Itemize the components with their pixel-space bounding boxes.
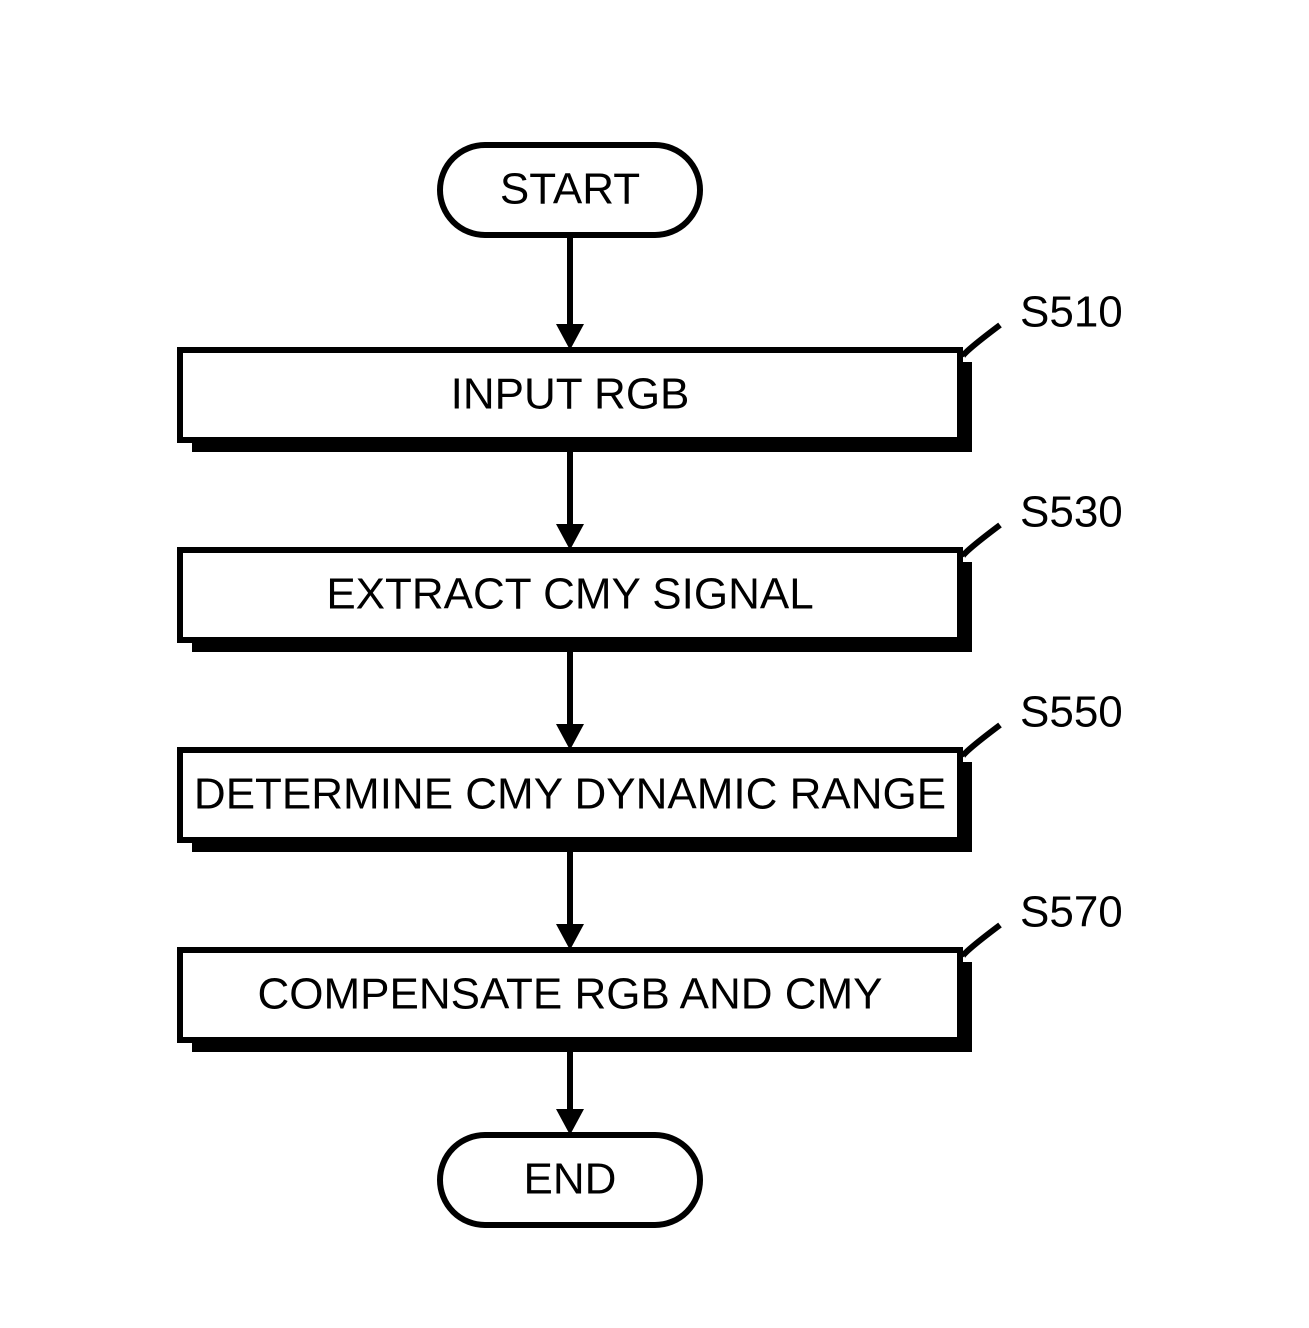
step-label-leader: [962, 325, 1000, 358]
step-label-leader: [962, 525, 1000, 558]
step-label: S530: [1020, 488, 1123, 537]
flow-arrow-head-icon: [556, 724, 584, 750]
terminator-end-label: END: [524, 1155, 617, 1204]
flow-arrow-head-icon: [556, 524, 584, 550]
flow-arrow-head-icon: [556, 324, 584, 350]
process-box-text: DETERMINE CMY DYNAMIC RANGE: [194, 770, 946, 819]
flow-arrow-head-icon: [556, 1109, 584, 1135]
process-box-text: COMPENSATE RGB AND CMY: [257, 970, 882, 1019]
step-label: S550: [1020, 688, 1123, 737]
step-label: S510: [1020, 288, 1123, 337]
terminator-start-label: START: [500, 165, 640, 214]
process-box-text: EXTRACT CMY SIGNAL: [326, 570, 813, 619]
step-label-leader: [962, 925, 1000, 958]
step-label: S570: [1020, 888, 1123, 937]
flowchart-diagram: START INPUT RGB S510 EXTRACT CMY SIGNAL S530…: [0, 0, 1309, 1328]
step-label-leader: [962, 725, 1000, 758]
flow-arrow-head-icon: [556, 924, 584, 950]
process-box-text: INPUT RGB: [451, 370, 690, 419]
